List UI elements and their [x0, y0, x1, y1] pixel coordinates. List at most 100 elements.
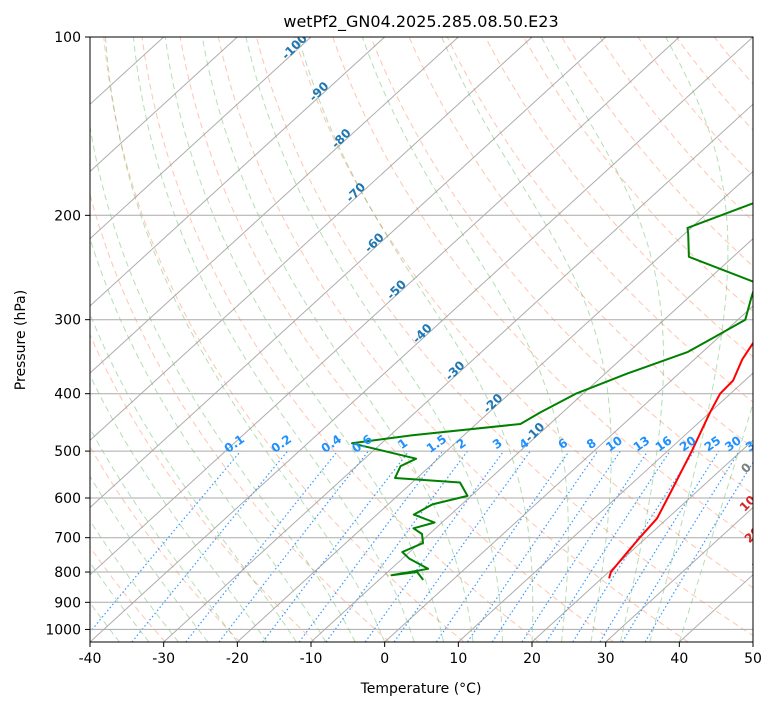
moist-adiabat-label: 30 — [749, 552, 771, 574]
isotherm — [90, 37, 753, 642]
isotherm — [90, 37, 386, 307]
mixing-ratio-lines — [90, 450, 753, 642]
moist-adiabat — [678, 401, 753, 642]
dry-adiabat — [637, 37, 753, 177]
mixing-ratio-label: 0.4 — [319, 432, 344, 456]
dry-adiabat — [90, 445, 241, 642]
isotherm — [752, 641, 753, 642]
mixing-ratio-line — [572, 450, 695, 642]
dry-adiabat — [408, 37, 753, 449]
dry-adiabat — [484, 37, 753, 358]
isotherm — [90, 37, 459, 374]
mixing-ratio-line — [545, 450, 671, 642]
dry-adiabat — [103, 37, 465, 642]
dry-adiabat — [675, 37, 753, 131]
isotherm — [236, 170, 753, 642]
mixing-ratio-line — [325, 450, 468, 642]
moist-adiabat-label: 40 — [761, 577, 775, 599]
plot-frame — [89, 36, 754, 643]
mixing-ratio-line — [218, 450, 369, 642]
dry-adiabat-label: -100 — [279, 31, 310, 62]
isotherm — [163, 103, 753, 642]
moist-adiabat — [245, 37, 503, 642]
mixing-ratio-label: 0.2 — [269, 432, 294, 456]
moist-adiabat — [90, 312, 297, 642]
x-tick-label: 10 — [449, 651, 467, 667]
dry-adiabat — [217, 37, 689, 642]
y-tick-label: 200 — [54, 208, 81, 224]
mixing-ratio-line — [90, 450, 242, 633]
mixing-ratio-label: 0.6 — [349, 432, 374, 456]
mixing-ratio-line — [262, 450, 410, 642]
isotherm — [90, 37, 238, 173]
moist-adiabat — [90, 123, 356, 642]
dry-adiabat — [179, 37, 614, 642]
x-axis-ticks: -40 -30 -20 -10 0 10 20 30 40 50 — [79, 642, 762, 667]
isotherm — [384, 305, 753, 642]
y-axis-ticks: 100 200 300 400 500 600 700 800 900 1000 — [45, 30, 90, 638]
isotherm — [90, 37, 607, 509]
mixing-ratio-line — [185, 450, 339, 642]
moist-adiabat — [164, 37, 445, 642]
x-tick-label: -30 — [152, 651, 175, 667]
x-tick-label: 30 — [597, 651, 615, 667]
isotherm — [90, 37, 533, 442]
mixing-ratio-line — [599, 450, 720, 642]
mixing-ratio-label: 1 — [395, 436, 410, 452]
y-tick-label: 300 — [54, 313, 81, 329]
x-tick-label: -40 — [79, 651, 102, 667]
isotherm — [310, 237, 753, 642]
dry-adiabat-label: -40 — [410, 321, 435, 346]
isotherm — [457, 372, 753, 642]
mixing-ratio-label: 0.1 — [222, 432, 247, 456]
mixing-ratio-line — [466, 450, 599, 642]
moist-adiabat — [361, 37, 569, 642]
x-tick-label: -20 — [226, 651, 249, 667]
moist-adiabat — [90, 475, 209, 642]
moist-adiabat — [649, 37, 729, 642]
x-tick-label: -10 — [300, 651, 323, 667]
moist-adiabat — [90, 519, 179, 642]
y-tick-label: 900 — [54, 595, 81, 611]
y-axis-label: Pressure (hPa) — [13, 290, 29, 390]
moist-adiabat-label: 20 — [742, 524, 764, 546]
mixing-ratio-line — [521, 450, 649, 642]
moist-adiabat — [540, 37, 664, 642]
moist-adiabat — [90, 561, 150, 642]
dry-adiabat — [90, 192, 390, 642]
mixing-ratio-label: 36 — [743, 433, 765, 454]
dry-adiabat — [90, 333, 316, 642]
dry-adiabat — [294, 37, 753, 589]
moist-adiabat — [297, 37, 534, 642]
mixing-ratio-line — [621, 450, 740, 642]
y-tick-label: 400 — [54, 387, 81, 403]
moist-adiabat — [90, 427, 238, 642]
moist-adiabat-label: 10 — [737, 493, 759, 515]
x-axis-label: Temperature (°C) — [360, 681, 482, 697]
dry-adiabat — [561, 37, 753, 267]
y-tick-label: 800 — [54, 565, 81, 581]
dry-adiabat — [141, 37, 540, 642]
x-tick-label: 50 — [744, 651, 762, 667]
y-tick-label: 700 — [54, 531, 81, 547]
dry-adiabat — [256, 37, 753, 637]
moist-adiabats — [90, 37, 753, 642]
moist-adiabat — [441, 37, 612, 642]
dry-adiabat — [523, 37, 753, 313]
dry-adiabats — [90, 37, 753, 642]
isotherm — [90, 37, 312, 240]
dry-adiabat-label: -20 — [480, 391, 505, 416]
moist-adiabat — [105, 37, 386, 642]
moist-adiabat — [90, 374, 268, 642]
dry-adiabat — [752, 37, 753, 39]
dry-adiabat-label: -80 — [329, 126, 354, 151]
isotherm — [90, 37, 680, 576]
mixing-ratio-line — [644, 461, 753, 642]
dry-adiabat — [714, 37, 753, 85]
mixing-ratio-label: 2 — [454, 436, 469, 452]
moist-adiabat — [90, 236, 327, 642]
y-tick-label: 1000 — [45, 622, 81, 638]
dry-adiabat-label: -60 — [362, 230, 387, 255]
dry-adiabat — [599, 37, 753, 222]
